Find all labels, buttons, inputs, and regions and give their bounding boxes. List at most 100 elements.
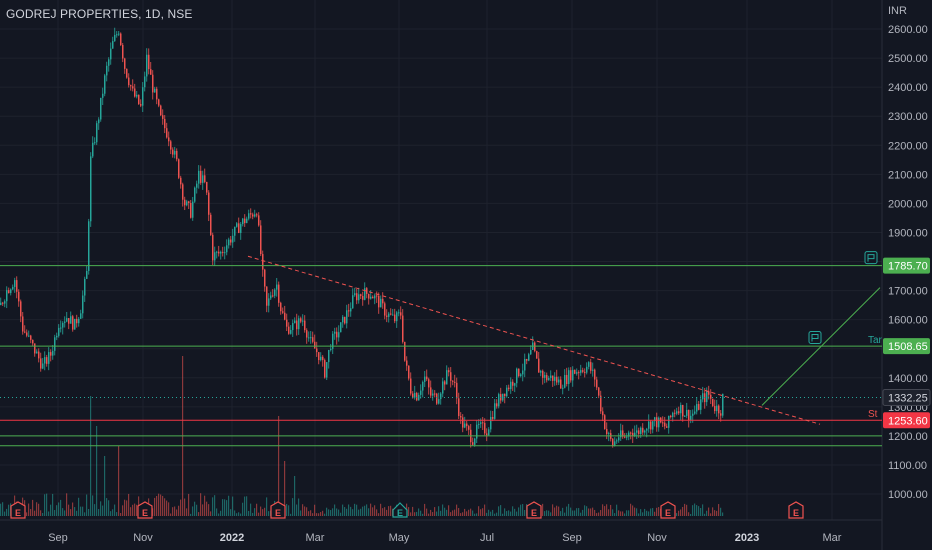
volume-bar <box>286 503 288 516</box>
volume-bar <box>432 512 434 516</box>
candle <box>240 224 242 233</box>
volume-bar <box>502 513 504 516</box>
event-marker[interactable] <box>392 502 408 518</box>
volume-bar <box>696 505 698 516</box>
time-tick-label: Mar <box>823 532 842 544</box>
price-tag[interactable]: 1785.70 <box>883 257 930 274</box>
volume-bar <box>624 513 626 516</box>
volume-bar <box>598 512 600 516</box>
volume-bar <box>312 513 314 516</box>
volume-bar <box>692 505 694 516</box>
candle <box>300 318 302 322</box>
candle <box>124 58 126 69</box>
candle <box>394 314 396 322</box>
candle <box>458 398 460 417</box>
volume-bar <box>458 508 460 516</box>
volume-bar <box>256 503 258 516</box>
volume-bar <box>706 510 708 516</box>
volume-bar <box>420 510 422 516</box>
volume-bar <box>650 508 652 516</box>
volume-bar <box>134 503 136 516</box>
volume-bar <box>542 503 544 516</box>
volume-bar <box>444 507 446 516</box>
candle <box>638 430 640 434</box>
volume-bar <box>60 499 62 516</box>
volume-bar <box>258 512 260 516</box>
candle <box>42 363 44 369</box>
volume-bar <box>192 506 194 516</box>
event-marker-label: E <box>275 508 281 518</box>
volume-bar <box>30 509 32 516</box>
candle <box>224 252 226 254</box>
candle <box>558 379 560 383</box>
price-tag-bg <box>883 412 930 429</box>
candle <box>624 436 626 438</box>
candle <box>358 294 360 301</box>
candle <box>4 301 6 304</box>
volume-bar <box>260 506 262 516</box>
candle <box>526 359 528 361</box>
volume-bar <box>378 513 380 516</box>
candle <box>130 85 132 87</box>
volume-bar <box>354 503 356 516</box>
volume-bar <box>108 500 110 516</box>
volume-bar <box>350 506 352 516</box>
volume-bar <box>268 511 270 516</box>
volume-bar <box>388 506 390 516</box>
price-tag[interactable]: 1253.60 <box>883 412 930 429</box>
event-marker[interactable] <box>788 501 804 519</box>
candle <box>432 393 434 396</box>
candle <box>536 351 538 359</box>
candle <box>98 119 100 124</box>
volume-bar <box>176 509 178 516</box>
flag-icon[interactable] <box>808 331 822 345</box>
volume-bar <box>104 456 106 516</box>
candle <box>620 430 622 438</box>
event-marker-label: E <box>397 508 403 518</box>
volume-bar <box>372 507 374 516</box>
candle <box>698 404 700 410</box>
volume-bar <box>202 504 204 516</box>
candle <box>336 331 338 338</box>
candle <box>38 351 40 359</box>
volume-bar <box>576 508 578 516</box>
volume-bar <box>482 508 484 516</box>
volume-bar <box>254 508 256 516</box>
flag-icon[interactable] <box>864 251 878 265</box>
volume-bar <box>158 493 160 516</box>
price-tag[interactable]: 1332.25 <box>882 388 931 406</box>
candle <box>216 251 218 253</box>
candle <box>76 318 78 324</box>
event-marker-label: E <box>15 508 21 518</box>
volume-bar <box>454 509 456 516</box>
candle <box>178 159 180 178</box>
candle <box>122 44 124 59</box>
event-marker[interactable] <box>10 501 26 519</box>
candle <box>574 369 576 374</box>
event-marker[interactable] <box>137 501 153 519</box>
volume-bar <box>434 507 436 516</box>
candle <box>408 365 410 379</box>
candle <box>506 387 508 397</box>
event-marker[interactable] <box>660 501 676 519</box>
event-marker[interactable] <box>526 501 542 519</box>
volume-bar <box>156 495 158 516</box>
volume-bar <box>328 509 330 516</box>
candle <box>402 315 404 342</box>
volume-bar <box>120 512 122 516</box>
volume-bar <box>344 507 346 516</box>
volume-bar <box>620 511 622 516</box>
candle <box>132 86 134 89</box>
event-marker[interactable] <box>270 501 286 519</box>
projection-line[interactable] <box>761 287 881 406</box>
candle <box>406 360 408 366</box>
volume-bar <box>552 504 554 516</box>
candle <box>502 393 504 401</box>
candle <box>392 314 394 316</box>
price-tag[interactable]: 1508.65 <box>883 338 930 355</box>
volume-bar <box>408 507 410 516</box>
candle <box>72 316 74 330</box>
candle <box>182 184 184 200</box>
descending-trendline[interactable] <box>247 255 821 425</box>
